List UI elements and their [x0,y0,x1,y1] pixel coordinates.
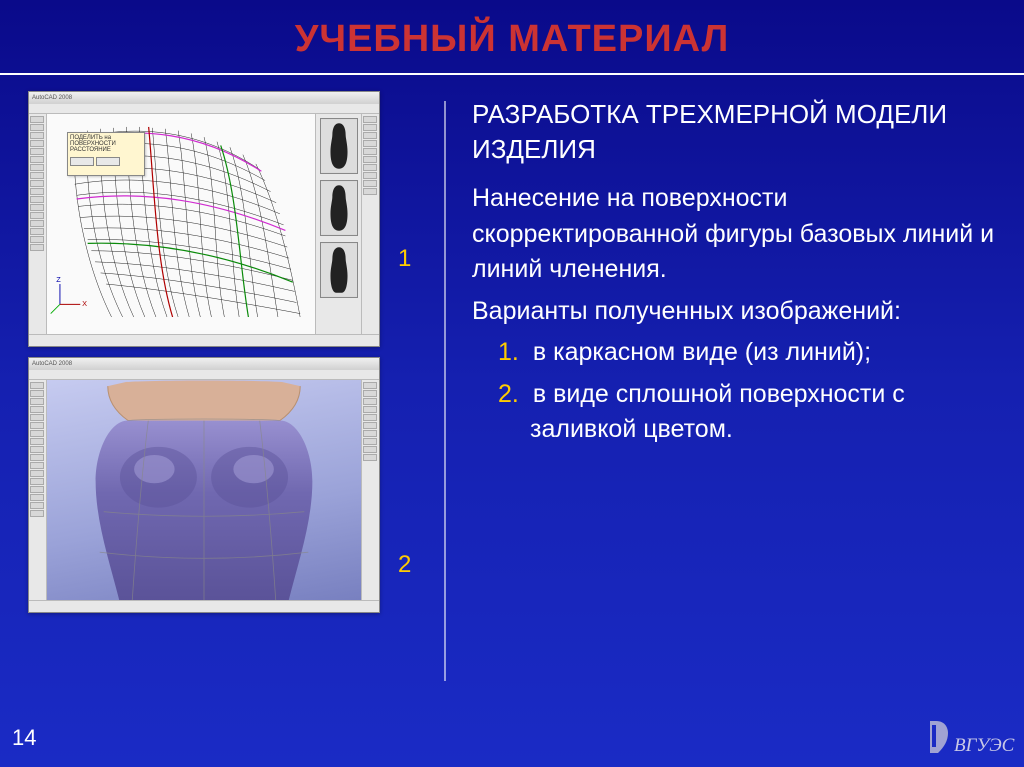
list-item-1: 1. в каркасном виде (из линий); [472,335,996,371]
image-label-1: 1 [398,245,411,273]
list-number: 2. [498,380,519,408]
cad1-titlebar: AutoCAD 2008 [29,92,379,104]
page-title: УЧЕБНЫЙ МАТЕРИАЛ [0,0,1024,65]
cad1-viewport: ПОДЕЛИТЬ на ПОВЕРХНОСТИ РАССТОЯНИЕ [47,114,315,334]
cad-window-solid: AutoCAD 2008 [28,357,380,613]
left-column: AutoCAD 2008 ПОДЕЛИТЬ на ПОВЕРХНОСТИ РАС… [28,91,438,715]
list-item-2: 2. в виде сплошной поверхности с заливкой… [472,377,996,448]
vertical-separator [444,101,446,681]
cad1-left-tools [29,114,47,334]
cad2-titlebar: AutoCAD 2008 [29,358,379,370]
cad1-right-tools [361,114,379,334]
cad-window-wireframe: AutoCAD 2008 ПОДЕЛИТЬ на ПОВЕРХНОСТИ РАС… [28,91,380,347]
content-area: AutoCAD 2008 ПОДЕЛИТЬ на ПОВЕРХНОСТИ РАС… [0,75,1024,715]
cad2-statusbar [29,600,379,612]
image-label-2: 2 [398,551,411,579]
cad2-toolbar [29,370,379,380]
content-subtitle: РАЗРАБОТКА ТРЕХМЕРНОЙ МОДЕЛИ ИЗДЕЛИЯ [472,97,996,167]
preview-thumb [320,180,358,236]
cad1-preview-panel [315,114,361,334]
preview-thumb [320,118,358,174]
content-paragraph-1: Нанесение на поверхности скорректированн… [472,181,996,288]
university-logo: ВГУЭС [924,711,1016,761]
list-number: 1. [498,338,519,366]
list-text: в каркасном виде (из линий); [533,338,871,366]
logo-text: ВГУЭС [954,735,1015,756]
cad1-toolbar [29,104,379,114]
cad2-left-tools [29,380,47,600]
page-number: 14 [12,725,36,751]
list-text: в виде сплошной поверхности с заливкой ц… [530,380,905,444]
solid-torso-icon [47,380,361,600]
cad2-right-tools [361,380,379,600]
svg-text:Z: Z [56,275,61,284]
svg-text:X: X [82,299,87,308]
cad1-popup-dialog: ПОДЕЛИТЬ на ПОВЕРХНОСТИ РАССТОЯНИЕ [67,132,145,176]
cad2-viewport [47,380,361,600]
preview-thumb [320,242,358,298]
cad1-statusbar [29,334,379,346]
content-paragraph-2: Варианты полученных изображений: [472,294,996,330]
right-column: РАЗРАБОТКА ТРЕХМЕРНОЙ МОДЕЛИ ИЗДЕЛИЯ Нан… [472,91,996,715]
